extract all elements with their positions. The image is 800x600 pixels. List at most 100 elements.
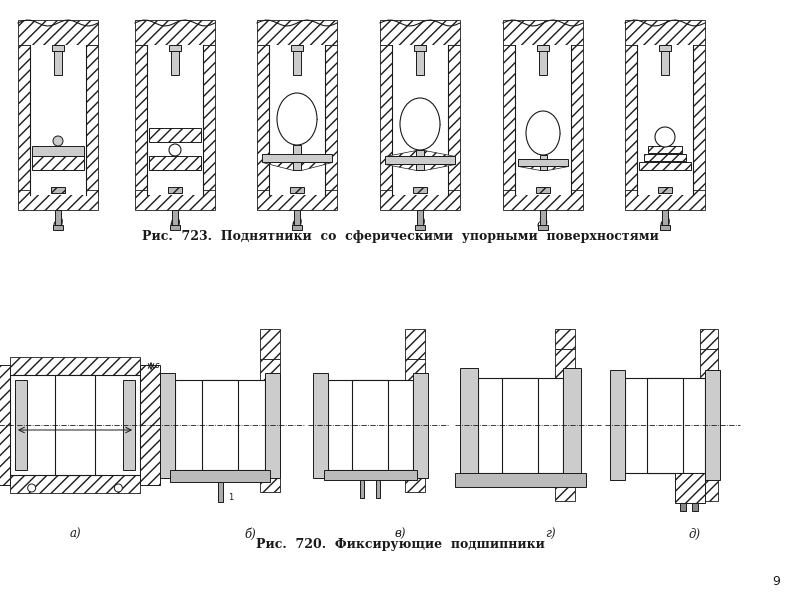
- Bar: [658, 187, 672, 193]
- Bar: [503, 20, 583, 45]
- Bar: [135, 20, 215, 45]
- Circle shape: [655, 127, 675, 147]
- Bar: [52, 45, 64, 51]
- Bar: [218, 482, 222, 502]
- Polygon shape: [301, 161, 332, 170]
- Text: а): а): [69, 528, 81, 541]
- Ellipse shape: [400, 98, 440, 150]
- Polygon shape: [385, 164, 416, 170]
- Bar: [659, 45, 671, 51]
- Bar: [140, 365, 160, 485]
- Ellipse shape: [277, 93, 317, 145]
- Bar: [0, 365, 10, 485]
- Bar: [172, 210, 178, 225]
- Bar: [32, 156, 84, 170]
- Bar: [536, 187, 550, 193]
- Bar: [149, 128, 201, 142]
- Bar: [540, 210, 546, 225]
- Bar: [327, 380, 413, 470]
- Text: в): в): [291, 218, 302, 231]
- Bar: [313, 373, 327, 478]
- Bar: [405, 329, 425, 358]
- Bar: [478, 377, 562, 473]
- Bar: [503, 45, 515, 195]
- Text: в): в): [394, 528, 406, 541]
- Text: 9: 9: [772, 575, 780, 588]
- Bar: [637, 45, 693, 195]
- Bar: [448, 45, 460, 195]
- Bar: [55, 375, 95, 475]
- Bar: [639, 162, 691, 170]
- Bar: [537, 45, 549, 51]
- Bar: [680, 503, 686, 511]
- Bar: [625, 20, 705, 45]
- Polygon shape: [385, 150, 416, 156]
- Bar: [265, 373, 280, 478]
- Bar: [135, 45, 147, 195]
- Bar: [51, 187, 65, 193]
- Text: д): д): [537, 218, 549, 231]
- Bar: [518, 159, 568, 166]
- Bar: [15, 380, 27, 470]
- Bar: [413, 373, 427, 478]
- Polygon shape: [546, 166, 568, 170]
- Bar: [169, 45, 181, 51]
- Bar: [10, 375, 140, 475]
- Bar: [376, 480, 380, 498]
- Bar: [290, 187, 304, 193]
- Bar: [515, 45, 571, 195]
- Bar: [380, 45, 392, 195]
- Bar: [325, 45, 337, 195]
- Bar: [675, 473, 705, 503]
- Bar: [555, 329, 575, 349]
- Bar: [610, 370, 625, 480]
- Bar: [294, 210, 300, 225]
- Bar: [323, 470, 417, 480]
- Bar: [503, 190, 583, 210]
- Bar: [625, 377, 705, 473]
- Bar: [413, 187, 427, 193]
- Bar: [149, 156, 201, 170]
- Bar: [269, 45, 325, 195]
- Bar: [392, 45, 448, 195]
- Text: б): б): [244, 528, 256, 541]
- Bar: [625, 190, 705, 210]
- Bar: [705, 370, 720, 480]
- Bar: [352, 380, 388, 470]
- Bar: [538, 225, 548, 230]
- Text: Рис.  723.  Поднятники  со  сферическими  упорными  поверхностями: Рис. 723. Поднятники со сферическими упо…: [142, 230, 658, 243]
- Bar: [539, 45, 547, 75]
- Circle shape: [114, 484, 122, 492]
- Bar: [700, 329, 718, 349]
- Text: 1: 1: [228, 493, 234, 502]
- Bar: [53, 225, 63, 230]
- Bar: [135, 190, 215, 210]
- Bar: [293, 145, 301, 170]
- Bar: [380, 190, 460, 210]
- Bar: [502, 377, 538, 473]
- Ellipse shape: [526, 111, 560, 155]
- Bar: [10, 357, 140, 375]
- Text: г): г): [545, 528, 555, 541]
- Circle shape: [169, 144, 181, 156]
- Bar: [55, 210, 61, 225]
- Bar: [360, 480, 364, 498]
- Bar: [147, 45, 203, 195]
- Bar: [571, 45, 583, 195]
- Bar: [644, 154, 686, 161]
- Bar: [168, 187, 182, 193]
- Bar: [257, 45, 269, 195]
- Bar: [660, 225, 670, 230]
- Bar: [202, 380, 238, 470]
- Bar: [291, 45, 303, 51]
- Bar: [170, 225, 180, 230]
- Bar: [175, 380, 265, 470]
- Bar: [454, 473, 586, 487]
- Bar: [86, 45, 98, 195]
- Bar: [262, 154, 332, 161]
- Bar: [648, 146, 682, 153]
- Bar: [170, 470, 270, 482]
- Bar: [380, 20, 460, 45]
- Bar: [260, 329, 280, 358]
- Bar: [385, 156, 455, 164]
